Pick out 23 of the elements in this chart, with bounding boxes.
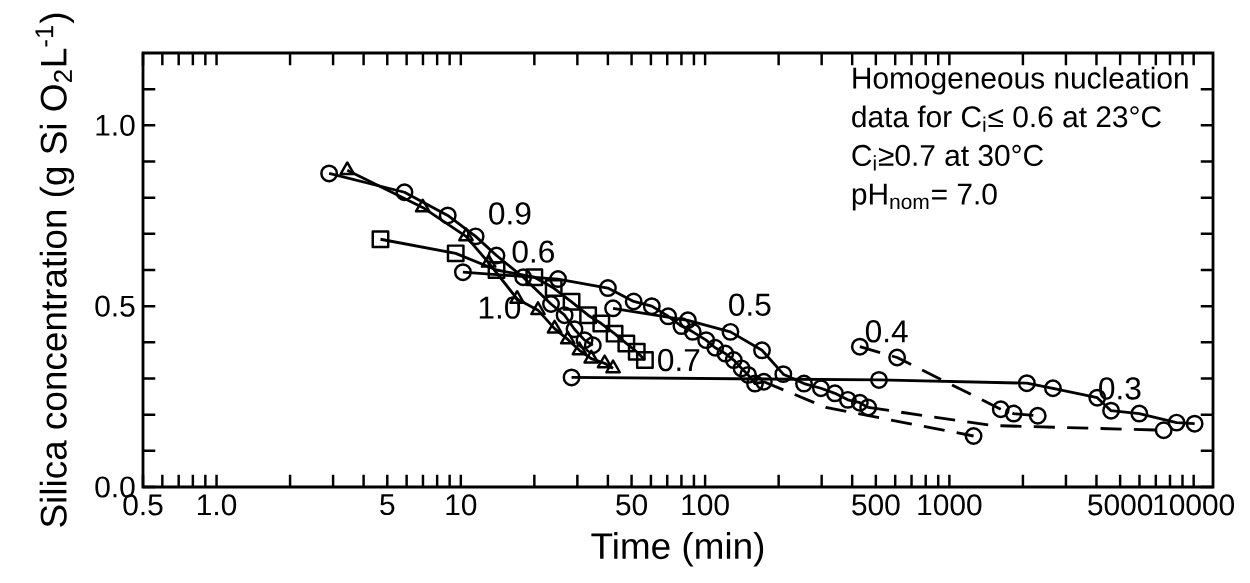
series-label: 0.7 xyxy=(658,348,700,372)
x-tick-label: 100 xyxy=(682,494,729,516)
annotation: Homogeneous nucleation xyxy=(853,66,1188,95)
series-label: 0.9 xyxy=(489,202,531,225)
series-label: 0.4 xyxy=(865,320,908,343)
x-tick-label: 5 xyxy=(380,494,395,516)
y-tick-label: 1.0 xyxy=(96,114,135,136)
x-tick-label: 10 xyxy=(446,494,477,516)
annotation: C$_{i}$≥0.7 at 30°C xyxy=(852,144,1044,171)
x-tick-label: 10000 xyxy=(1154,494,1235,516)
series-label: 0.6 xyxy=(512,240,554,263)
annotation: data for C$_{i}$≤ 0.6 at 23°C xyxy=(852,105,1161,132)
y-tick-label: 0.5 xyxy=(95,295,135,317)
series-label: 0.5 xyxy=(729,293,771,316)
x-tick-label: 1000 xyxy=(918,494,982,516)
x-axis-title: Time (min) xyxy=(591,532,764,567)
legend-label: 0.3 xyxy=(1099,377,1141,400)
annotation: pH$_{nom}$= 7.0 xyxy=(852,183,997,211)
x-tick-label: 500 xyxy=(852,494,900,516)
y-axis-title: Silica concentration (g Si O$_{2}$L$^{-1}$) xyxy=(35,13,75,527)
x-tick-label: 5000 xyxy=(1088,494,1153,516)
x-tick-label: 1.0 xyxy=(198,494,237,516)
x-tick-label: 50 xyxy=(616,494,648,516)
